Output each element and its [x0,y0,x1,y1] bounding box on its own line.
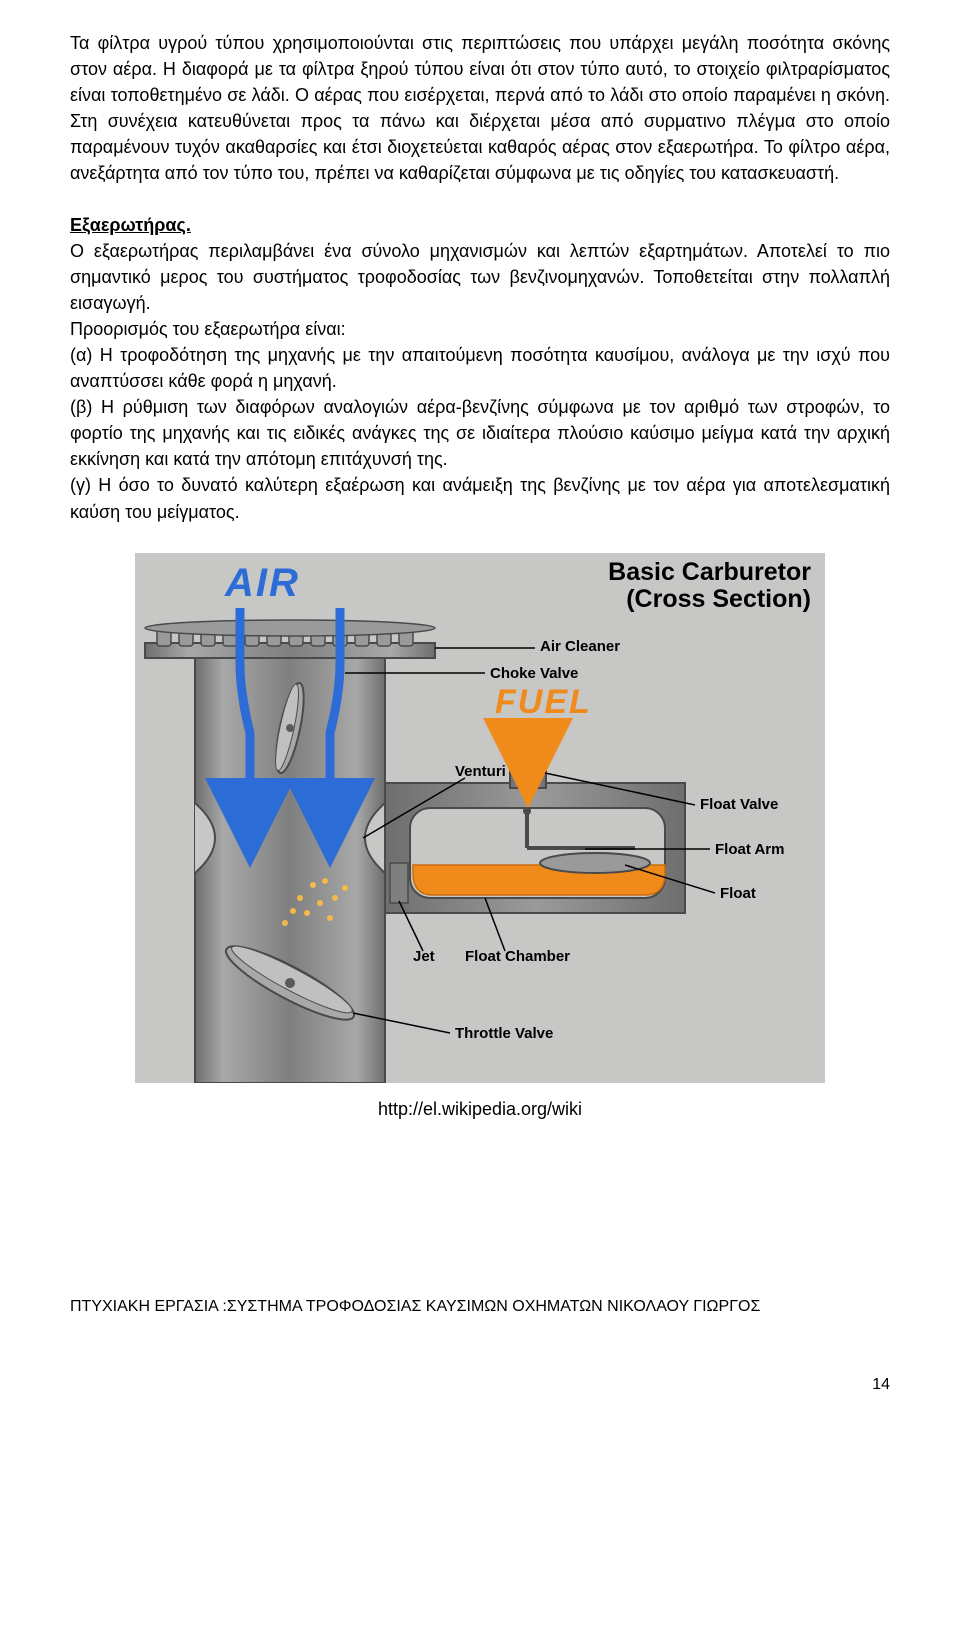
label-air-cleaner: Air Cleaner [540,638,620,655]
label-float-chamber: Float Chamber [465,948,570,965]
jet-shape [390,863,408,903]
para3d: (γ) Η όσο το δυνατό καλύτερη εξαέρωση κα… [70,475,890,521]
footer-text: ΠΤΥΧΙΑΚΗ ΕΡΓΑΣΙΑ :ΣΥΣΤΗΜΑ ΤΡΟΦΟΔΟΣΙΑΣ ΚΑ… [0,1178,960,1336]
diagram-title: Basic Carburetor (Cross Section) [608,559,811,614]
label-float-arm: Float Arm [715,841,784,858]
page-number: 14 [0,1336,960,1414]
paragraph-carburetor: Ο εξαερωτήρας περιλαμβάνει ένα σύνολο μη… [70,238,890,525]
label-venturi: Venturi [455,763,506,780]
label-float-valve: Float Valve [700,796,778,813]
heading-carburetor: Εξαερωτήρας. [70,215,890,236]
para3c: (β) Η ρύθμιση των διαφόρων αναλογιών αέρ… [70,397,890,469]
label-float: Float [720,885,756,902]
para3b: (α) Η τροφοδότηση της μηχανής με την απα… [70,345,890,391]
paragraph-filters: Τα φίλτρα υγρού τύπου χρησιμοποιούνται σ… [70,30,890,187]
label-choke-valve: Choke Valve [490,665,578,682]
label-throttle-valve: Throttle Valve [455,1025,553,1042]
fuel-label: FUEL [495,683,592,722]
label-jet: Jet [413,948,435,965]
diagram-caption: http://el.wikipedia.org/wiki [135,1099,825,1120]
air-cleaner-shape [145,620,435,658]
para3a: Προορισμός του εξαερωτήρα είναι: [70,319,346,339]
para2: Ο εξαερωτήρας περιλαμβάνει ένα σύνολο μη… [70,241,890,313]
carburetor-diagram: AIR Basic Carburetor (Cross Section) FUE… [135,553,825,1120]
air-label: AIR [225,561,300,606]
